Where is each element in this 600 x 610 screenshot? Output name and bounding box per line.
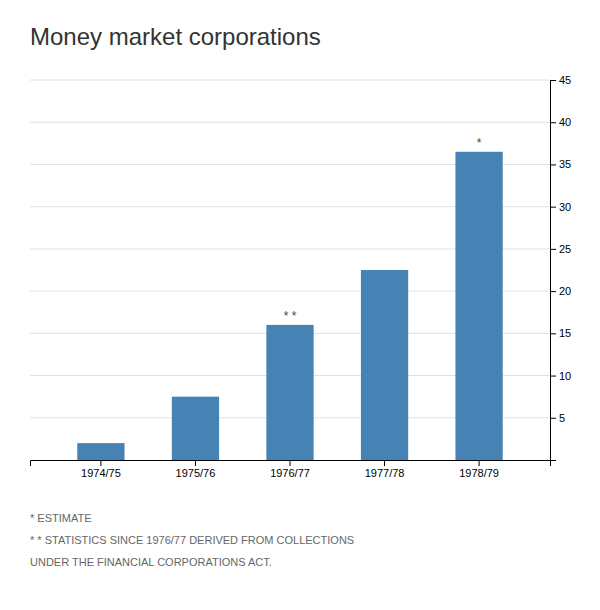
plot: 1974/75 1975/76 1976/77 1977/78 1978/79 5 10 15… xyxy=(30,74,571,479)
x-tick-label: 1978/79 xyxy=(459,467,499,479)
y-tick: 15 xyxy=(550,327,571,339)
y-tick-mark xyxy=(550,122,556,123)
y-tick-label: 45 xyxy=(559,74,571,86)
x-tick-label: 1976/77 xyxy=(270,467,310,479)
x-tick-mark xyxy=(290,460,291,466)
y-tick-label: 40 xyxy=(559,116,571,128)
x-tick-mark xyxy=(384,460,385,466)
y-tick-mark xyxy=(550,249,556,250)
y-tick-mark xyxy=(550,164,556,165)
annotation: * xyxy=(477,136,482,150)
x-tick: 1978/79 xyxy=(459,460,499,479)
chart: Money market corporations1974/751975/761… xyxy=(0,0,600,610)
y-tick: 45 xyxy=(550,74,571,86)
x-tick-mark xyxy=(195,460,196,466)
y-tick-label: 30 xyxy=(559,201,571,213)
footnote: UNDER THE FINANCIAL CORPORATIONS ACT. xyxy=(30,556,272,568)
bar xyxy=(172,397,219,460)
title: Money market corporations xyxy=(30,23,321,50)
bar xyxy=(455,152,502,460)
y-tick: 5 xyxy=(550,412,565,424)
footnote: * * STATISTICS SINCE 1976/77 DERIVED FRO… xyxy=(30,534,354,546)
y-tick-label: 5 xyxy=(559,412,565,424)
y-tick-mark xyxy=(550,207,556,208)
y-axis-line xyxy=(551,81,557,461)
y-tick-mark xyxy=(550,376,556,377)
grid-line xyxy=(30,80,550,81)
annotation: * * xyxy=(284,309,297,323)
x-tick: 1977/78 xyxy=(365,460,405,479)
footnotes: * ESTIMATE * * STATISTICS SINCE 1976/77 D… xyxy=(30,512,354,568)
grid-line xyxy=(30,122,550,123)
bars xyxy=(77,152,502,460)
x-tick-label: 1977/78 xyxy=(365,467,405,479)
y-tick: 20 xyxy=(550,285,571,297)
x-tick: 1976/77 xyxy=(270,460,310,479)
bar xyxy=(77,443,124,460)
x-tick-label: 1975/76 xyxy=(176,467,216,479)
x-tick: 1974/75 xyxy=(81,460,121,479)
y-tick-label: 25 xyxy=(559,243,571,255)
x-axis-line xyxy=(31,461,551,467)
y-tick-mark xyxy=(550,291,556,292)
x-axis: 1974/75 1975/76 1976/77 1977/78 1978/79 xyxy=(31,460,551,479)
footnote: * ESTIMATE xyxy=(30,512,92,524)
y-tick-mark xyxy=(550,333,556,334)
y-tick-label: 15 xyxy=(559,327,571,339)
y-tick-label: 35 xyxy=(559,158,571,170)
y-tick-label: 20 xyxy=(559,285,571,297)
bar xyxy=(361,270,408,460)
x-tick: 1975/76 xyxy=(176,460,216,479)
y-tick: 10 xyxy=(550,370,571,382)
annotations: * * * xyxy=(284,136,482,323)
y-tick-label: 10 xyxy=(559,370,571,382)
y-tick: 30 xyxy=(550,201,571,213)
x-tick-mark xyxy=(479,460,480,466)
y-tick-mark xyxy=(550,418,556,419)
y-axis: 5 10 15 20 25 30 35 40 45 xyxy=(550,74,571,460)
bar xyxy=(266,325,313,460)
y-tick: 25 xyxy=(550,243,571,255)
y-tick-mark xyxy=(550,80,556,81)
x-tick-mark xyxy=(100,460,101,466)
x-tick-label: 1974/75 xyxy=(81,467,121,479)
y-tick: 40 xyxy=(550,116,571,128)
y-tick: 35 xyxy=(550,158,571,170)
